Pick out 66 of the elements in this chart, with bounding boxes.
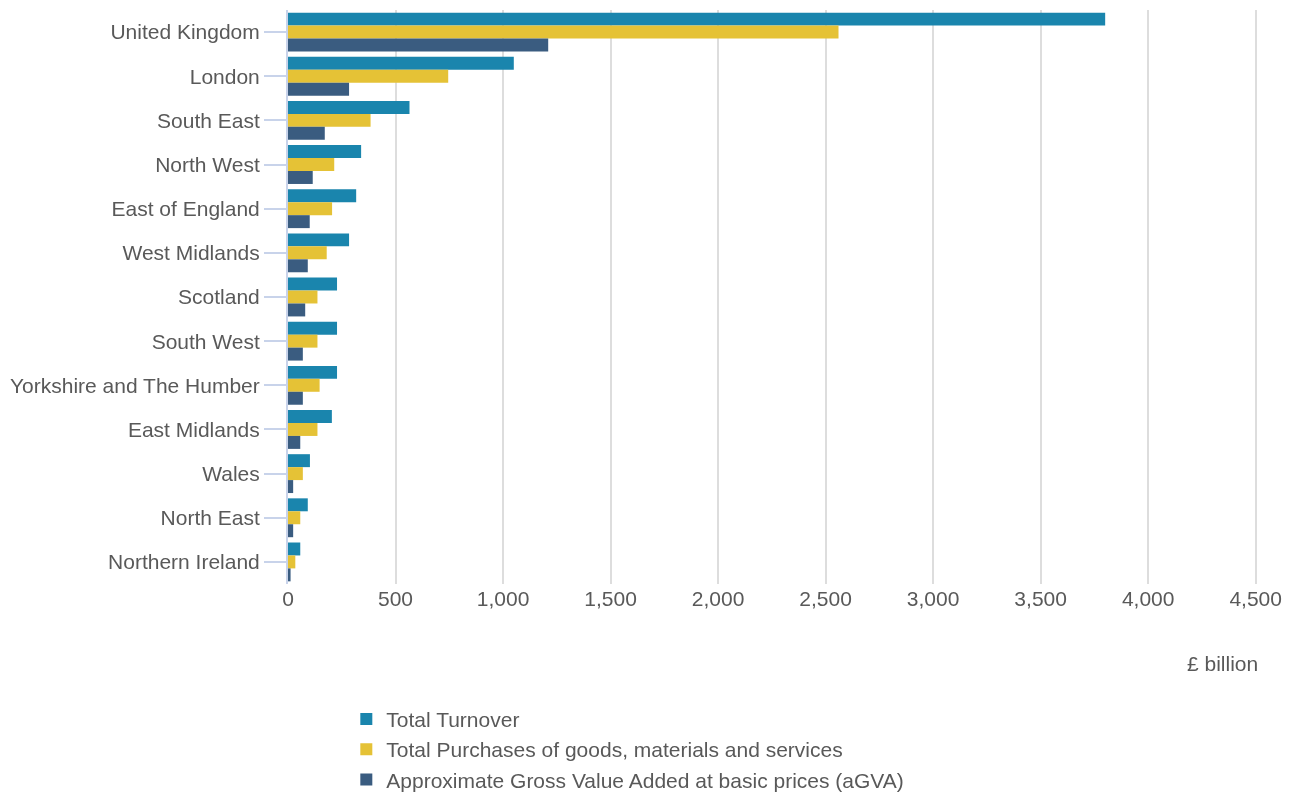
bar bbox=[288, 542, 301, 556]
x-tick-label: 3,000 bbox=[906, 587, 960, 610]
x-tick-label: 500 bbox=[378, 587, 414, 610]
bar bbox=[288, 347, 303, 361]
bar bbox=[288, 100, 410, 114]
bar bbox=[288, 171, 313, 184]
bar bbox=[288, 259, 308, 273]
x-tick-label: 1,000 bbox=[476, 587, 530, 610]
x-tick-label: 2,500 bbox=[799, 587, 852, 610]
y-tick-label: North East bbox=[160, 506, 260, 530]
bar bbox=[288, 126, 325, 140]
bar bbox=[288, 158, 335, 172]
bar bbox=[288, 467, 303, 481]
bar bbox=[288, 498, 308, 512]
x-tick-label: 2,000 bbox=[691, 587, 745, 610]
y-tick-label: West Midlands bbox=[122, 241, 260, 265]
y-tick-label: United Kingdom bbox=[110, 20, 260, 44]
bar bbox=[288, 277, 338, 291]
bar bbox=[288, 56, 514, 70]
bar bbox=[288, 215, 310, 229]
bar bbox=[288, 25, 839, 39]
x-tick-label: 3,500 bbox=[1014, 587, 1067, 610]
y-tick-label: London bbox=[189, 64, 260, 88]
bar bbox=[288, 233, 350, 247]
bar bbox=[288, 410, 332, 423]
x-tick-label: 4,000 bbox=[1121, 587, 1175, 610]
legend-label: Total Purchases of goods, materials and services bbox=[386, 738, 843, 762]
bar bbox=[288, 480, 294, 494]
y-tick-label: Scotland bbox=[178, 285, 260, 309]
y-tick-label: East of England bbox=[111, 197, 260, 221]
y-tick-label: Wales bbox=[202, 461, 260, 485]
y-tick-label: South West bbox=[151, 329, 260, 353]
bar bbox=[288, 113, 371, 127]
bar bbox=[288, 435, 301, 449]
y-tick-label: South East bbox=[157, 108, 260, 132]
bar bbox=[288, 290, 318, 304]
x-tick-label: 4,500 bbox=[1229, 587, 1282, 610]
bar bbox=[288, 246, 327, 260]
legend-label: Approximate Gross Value Added at basic prices (aGVA) bbox=[386, 768, 904, 792]
bar bbox=[288, 454, 310, 468]
x-tick-label: 1,500 bbox=[584, 587, 637, 610]
bar bbox=[288, 69, 449, 83]
bar bbox=[288, 422, 318, 436]
bar bbox=[288, 145, 362, 159]
legend-label: Total Turnover bbox=[386, 708, 520, 732]
bar bbox=[288, 202, 333, 216]
bar bbox=[288, 189, 357, 203]
bar bbox=[288, 555, 296, 569]
x-axis-title: £ billion bbox=[1187, 652, 1259, 675]
bar bbox=[288, 12, 1106, 26]
x-tick-label: 0 bbox=[282, 587, 294, 610]
y-tick-label: Northern Ireland bbox=[108, 550, 260, 574]
bar bbox=[288, 82, 350, 96]
bar bbox=[288, 38, 549, 52]
bar bbox=[288, 321, 338, 335]
bar bbox=[288, 524, 294, 538]
bar bbox=[288, 568, 291, 582]
bar bbox=[288, 511, 301, 525]
bar bbox=[288, 334, 318, 348]
bar bbox=[288, 303, 306, 317]
bar bbox=[288, 391, 303, 405]
bar bbox=[288, 365, 338, 379]
y-tick-label: North West bbox=[155, 152, 260, 176]
y-tick-label: Yorkshire and The Humber bbox=[9, 373, 260, 397]
y-tick-label: East Midlands bbox=[127, 417, 260, 441]
bar bbox=[288, 378, 320, 392]
